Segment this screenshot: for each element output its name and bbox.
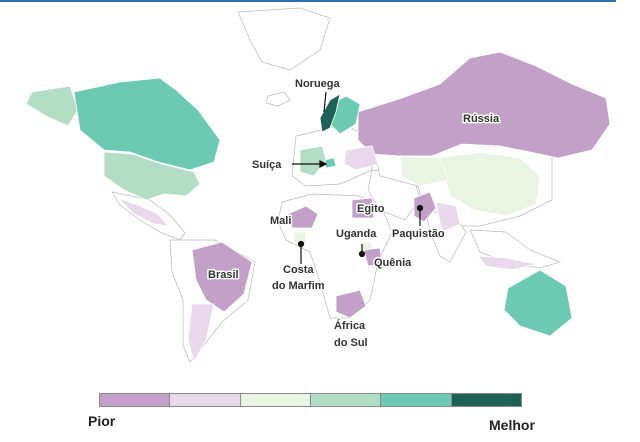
paquistao-dot — [416, 204, 424, 212]
label-quenia: Quênia — [374, 257, 412, 269]
suica — [323, 157, 337, 169]
argentina — [187, 303, 215, 364]
brasil — [191, 241, 253, 313]
label-africa-line1: África — [334, 319, 366, 332]
india-region — [435, 201, 461, 233]
greenland — [237, 7, 331, 71]
legend-swatch-5 — [381, 393, 452, 407]
legend-swatch-4 — [310, 393, 382, 407]
world-map: Noruega Rússia Suíça Egito Mali Uganda P… — [25, 7, 611, 364]
mexico — [117, 197, 169, 227]
country-labels: Noruega Rússia Suíça Egito Mali Uganda P… — [207, 77, 502, 351]
noruega-leader — [323, 91, 327, 113]
label-egito: Egito — [357, 203, 385, 215]
uganda-dot — [358, 250, 366, 258]
label-russia: Rússia — [463, 113, 500, 125]
label-costa-line1: Costa — [283, 264, 314, 276]
legend-swatch-3 — [240, 393, 311, 407]
africa-do-sul — [335, 289, 367, 319]
label-leaders — [292, 91, 424, 264]
legend-swatch-1 — [99, 393, 171, 407]
costa-dot — [297, 240, 305, 248]
noruega — [319, 93, 341, 133]
china — [439, 151, 541, 217]
iceland — [265, 91, 291, 107]
label-uganda: Uganda — [336, 228, 377, 240]
central-asia — [399, 155, 449, 187]
russia — [357, 51, 611, 159]
alaska — [25, 85, 79, 127]
label-suica: Suíça — [252, 159, 282, 171]
legend-swatch-2 — [170, 393, 241, 407]
quenia — [363, 247, 383, 267]
western-europe — [299, 145, 327, 177]
color-scale-legend — [99, 393, 522, 407]
legend-swatch-6 — [451, 393, 522, 407]
label-africa-line2: do Sul — [334, 337, 368, 349]
label-paquistao: Paquistão — [392, 228, 445, 240]
highlighted-countries — [25, 51, 611, 364]
mali — [287, 205, 319, 229]
label-noruega: Noruega — [295, 78, 341, 90]
header-rule — [0, 0, 616, 2]
usa — [103, 151, 201, 201]
egito — [351, 197, 375, 219]
canada — [73, 77, 221, 171]
legend-max-label: Melhor — [489, 417, 535, 433]
southeast-asia — [469, 229, 562, 269]
label-costa-line2: do Marfim — [272, 280, 325, 292]
australia — [503, 269, 573, 337]
legend-min-label: Pior — [88, 413, 116, 429]
eastern-europe — [343, 145, 379, 171]
suica-arrow-icon — [319, 160, 328, 168]
label-mali: Mali — [270, 215, 291, 227]
label-brasil: Brasil — [208, 269, 239, 281]
costa-do-marfim — [293, 231, 307, 245]
indonesia — [477, 255, 537, 271]
